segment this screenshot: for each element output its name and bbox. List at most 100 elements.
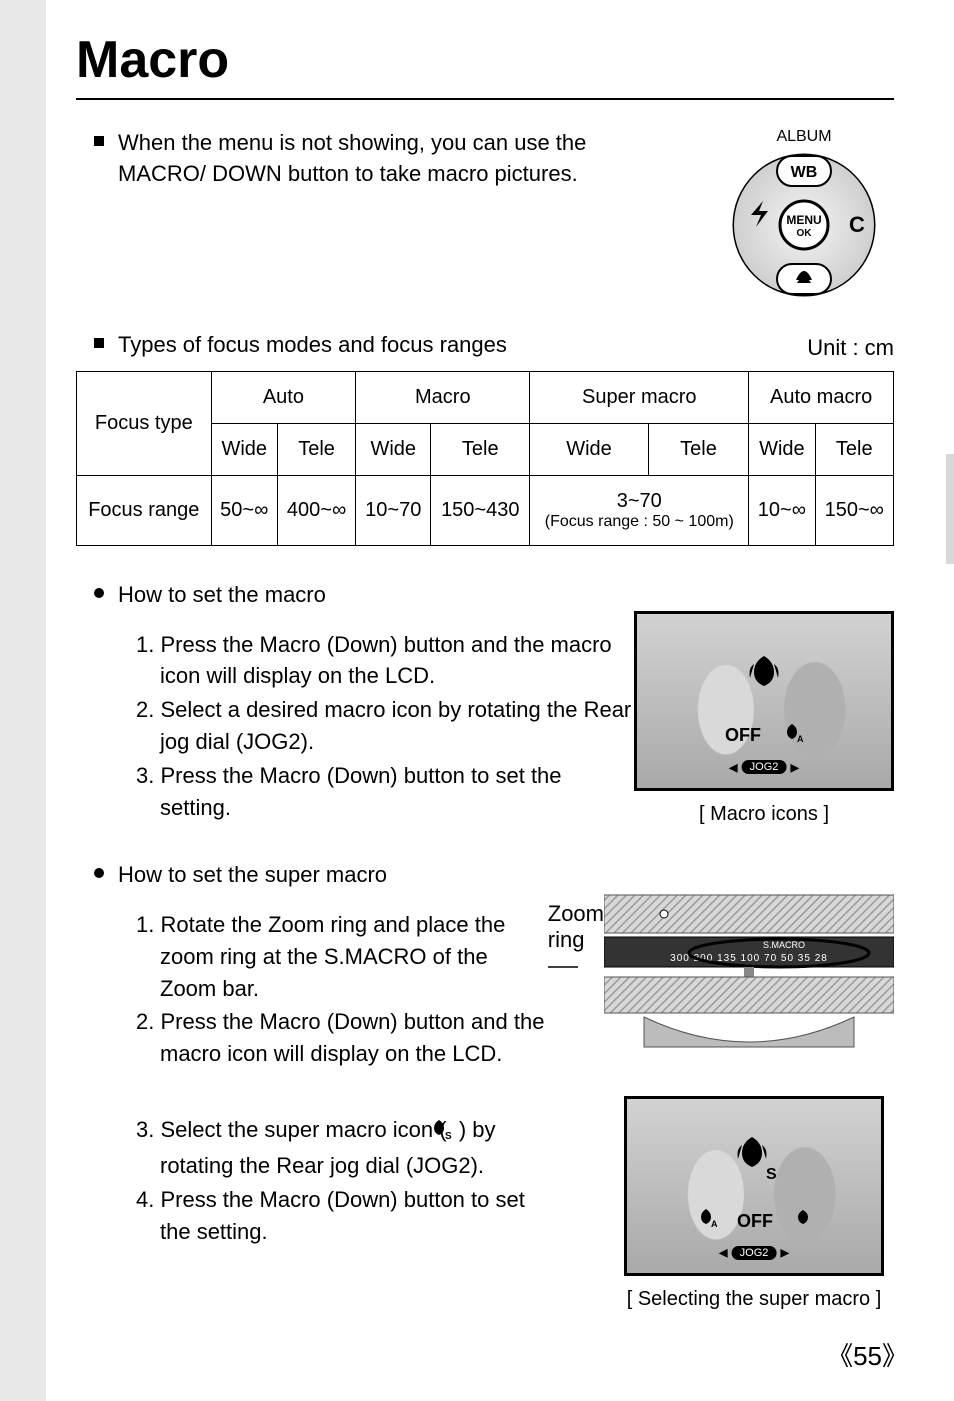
th-tele: Tele [277,423,355,475]
lcd-off-label: OFF [737,1211,773,1232]
svg-text:MENU: MENU [786,213,821,227]
types-heading: Types of focus modes and focus ranges [76,330,507,361]
th-wide: Wide [749,423,815,475]
list-item: 1. Rotate the Zoom ring and place the zo… [136,909,548,1005]
macro-lcd-figure: OFF A ◂ JOG2 ▸ [634,611,894,791]
arrow-right-icon: ▸ [790,757,799,778]
th-super-macro: Super macro [530,371,749,423]
cell-auto-wide: 50~∞ [211,475,277,545]
howto-super-section: How to set the super macro 1. Rotate the… [76,860,894,1311]
zoom-ring-block: Zoom ring S.MACRO 300 2 [548,891,894,1056]
list-item: 2. Press the Macro (Down) button and the… [136,1006,548,1070]
lcd-jog-indicator: ◂ JOG2 ▸ [729,757,800,778]
types-heading-text: Types of focus modes and focus ranges [118,330,507,361]
howto-super-body-2: 3. Select the super macro icon ( S ) by … [76,1096,894,1311]
tulip-icon [793,1208,813,1234]
macro-lcd-column: OFF A ◂ JOG2 ▸ [ Macro icons ] [634,611,894,826]
tulip-s-icon: S [728,1133,780,1197]
left-margin-bar [0,0,46,1401]
intro-text-row: When the menu is not showing, you can us… [76,128,596,300]
smacro-scale-label: S.MACRO [763,940,805,950]
svg-text:OK: OK [797,228,813,239]
square-bullet-icon [94,338,104,348]
list-item: 4. Press the Macro (Down) button to set … [136,1184,556,1248]
list-item: 3. Select the super macro icon ( S ) by … [136,1114,556,1182]
circle-bullet-icon [94,868,104,878]
super-macro-note: (Focus range : 50 ~ 100m) [536,513,742,531]
super-lcd-column: S A OFF ◂ JOG2 ▸ [614,1096,894,1311]
th-auto: Auto [211,371,356,423]
th-macro: Macro [356,371,530,423]
cell-automacro-tele: 150~∞ [815,475,893,545]
list-item: 3. Press the Macro (Down) button to set … [136,760,634,824]
th-tele: Tele [815,423,893,475]
cell-macro-tele: 150~430 [431,475,530,545]
howto-macro-steps: 1. Press the Macro (Down) button and the… [136,629,634,826]
list-item: 2. Select a desired macro icon by rotati… [136,694,634,758]
lcd-options-row: A OFF [627,1207,881,1235]
howto-macro-heading: How to set the macro [118,580,326,611]
svg-text:A: A [711,1219,717,1229]
step3-a: 3. Select the super macro icon ( [136,1117,447,1142]
howto-super-heading: How to set the super macro [118,860,387,891]
howto-super-steps-1: 1. Rotate the Zoom ring and place the zo… [136,909,548,1070]
cell-auto-tele: 400~∞ [277,475,355,545]
th-wide: Wide [530,423,648,475]
jog-label: JOG2 [732,1246,777,1260]
types-heading-row: Types of focus modes and focus ranges Un… [76,330,894,361]
leader-line-icon [548,961,578,973]
table-row: Focus type Auto Macro Super macro Auto m… [77,371,894,423]
zoom-ring-figure: S.MACRO 300 200 135 100 70 50 35 28 [604,891,894,1056]
svg-text:A: A [797,734,803,744]
square-bullet-icon [94,136,104,146]
tulip-a-icon: A [781,722,803,750]
th-focus-range: Focus range [77,475,212,545]
super-macro-value: 3~70 [536,490,742,513]
cell-automacro-wide: 10~∞ [749,475,815,545]
lcd-options-row: OFF A [637,722,891,750]
intro-block: When the menu is not showing, you can us… [76,128,894,300]
svg-text:S: S [766,1166,777,1183]
howto-super-heading-row: How to set the super macro [76,860,894,891]
arrow-right-icon: ▸ [780,1242,789,1263]
howto-super-steps-2: 3. Select the super macro icon ( S ) by … [136,1114,556,1250]
zoom-ring-label: Zoom ring [548,891,604,979]
nav-album-label: ALBUM [714,128,894,146]
tulip-a-icon: A [695,1207,717,1235]
howto-super-left-1: 1. Rotate the Zoom ring and place the zo… [76,891,548,1072]
arrow-left-icon: ◂ [719,1242,728,1263]
table-row: Focus range 50~∞ 400~∞ 10~70 150~430 3~7… [77,475,894,545]
th-wide: Wide [356,423,431,475]
list-item: 1. Press the Macro (Down) button and the… [136,629,634,693]
macro-lcd-caption: [ Macro icons ] [634,803,894,826]
th-tele: Tele [648,423,749,475]
jog-label: JOG2 [742,760,787,774]
howto-super-body-1: 1. Rotate the Zoom ring and place the zo… [76,891,894,1072]
th-tele: Tele [431,423,530,475]
nav-dpad-icon: WB C MENU OK [729,150,879,300]
th-wide: Wide [211,423,277,475]
super-lcd-caption: [ Selecting the super macro ] [614,1288,894,1311]
th-auto-macro: Auto macro [749,371,894,423]
lcd-jog-indicator: ◂ JOG2 ▸ [719,1242,790,1263]
lcd-off-label: OFF [725,725,761,746]
super-lcd-figure: S A OFF ◂ JOG2 ▸ [624,1096,884,1276]
page-content: Macro When the menu is not showing, you … [46,0,954,1401]
th-focus-type: Focus type [77,371,212,475]
howto-macro-section: How to set the macro 1. Press the Macro … [76,580,894,826]
svg-text:S: S [445,1131,452,1141]
circle-bullet-icon [94,588,104,598]
page-number: 《55》 [827,1336,908,1373]
focus-modes-table: Focus type Auto Macro Super macro Auto m… [76,371,894,546]
howto-macro-body: 1. Press the Macro (Down) button and the… [76,611,894,826]
cell-super-macro: 3~70 (Focus range : 50 ~ 100m) [530,475,749,545]
page-title: Macro [76,30,894,90]
cell-macro-wide: 10~70 [356,475,431,545]
unit-label: Unit : cm [807,335,894,361]
intro-text: When the menu is not showing, you can us… [118,128,596,190]
arrow-left-icon: ◂ [729,757,738,778]
nav-pad-figure: ALBUM WB C [714,128,894,300]
title-divider [76,98,894,100]
howto-macro-heading-row: How to set the macro [76,580,894,611]
svg-text:C: C [849,212,865,237]
